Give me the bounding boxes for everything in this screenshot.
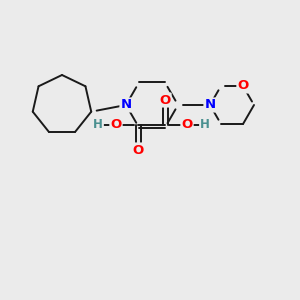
Text: O: O — [159, 94, 171, 106]
Text: O: O — [132, 143, 144, 157]
Text: H: H — [93, 118, 103, 131]
Text: H: H — [200, 118, 210, 131]
Text: O: O — [182, 118, 193, 131]
Text: N: N — [120, 98, 132, 112]
Text: O: O — [237, 80, 249, 92]
Text: O: O — [110, 118, 122, 131]
Text: N: N — [204, 98, 216, 112]
